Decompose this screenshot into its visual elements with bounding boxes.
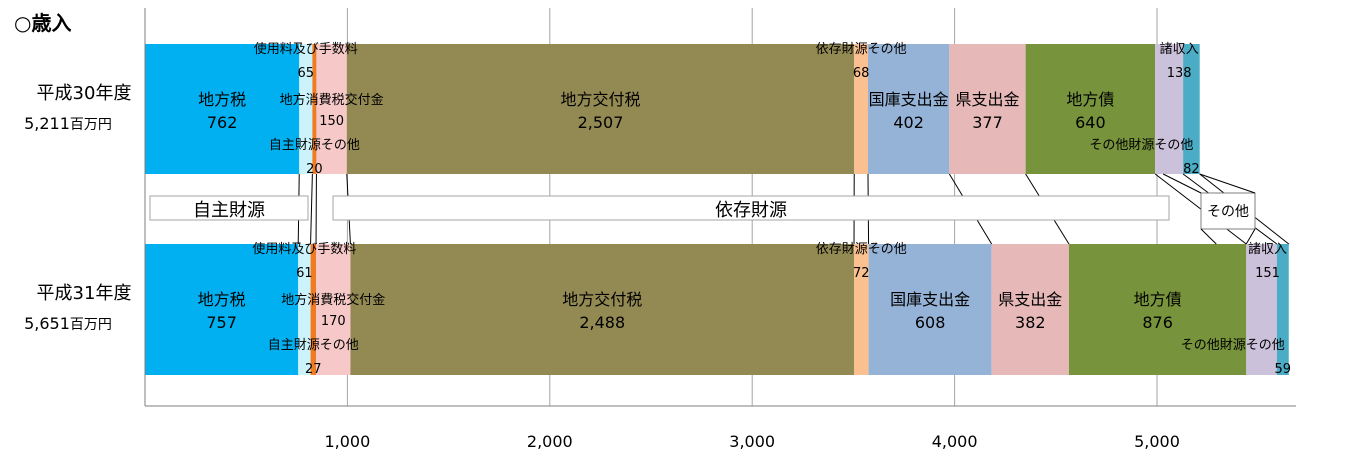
bar-segment bbox=[1155, 44, 1184, 174]
segment-value-label: 150 bbox=[319, 114, 344, 129]
segment-value-label: 608 bbox=[915, 313, 946, 332]
segment-value-label: 59 bbox=[1275, 362, 1292, 377]
category-year-label: 平成30年度 bbox=[37, 83, 132, 104]
connector-line bbox=[1162, 173, 1202, 194]
segment-value-label: 377 bbox=[972, 113, 1003, 132]
group-box bbox=[149, 195, 309, 221]
segment-name-label: 地方税 bbox=[198, 290, 246, 309]
bar-segment bbox=[310, 244, 317, 375]
bar-segment bbox=[1068, 244, 1247, 375]
segment-name-label: 地方消費税交付金 bbox=[280, 92, 384, 108]
bar-segment bbox=[316, 44, 347, 174]
x-tick-label: 1,000 bbox=[324, 432, 370, 451]
connector-line bbox=[1245, 228, 1256, 245]
labels: 地方税762使用料及び手数料65自主財源その他20地方消費税交付金150地方交付… bbox=[24, 41, 1291, 377]
bar-segment bbox=[867, 44, 950, 174]
chart-title: ○歳入 bbox=[14, 11, 71, 35]
segment-name-label: 県支出金 bbox=[998, 290, 1062, 309]
segment-name-label: 使用料及び手数料 bbox=[254, 41, 358, 57]
segment-name-label: 地方消費税交付金 bbox=[281, 292, 385, 308]
bar-segment bbox=[854, 244, 869, 375]
x-tick-label: 5,000 bbox=[1134, 432, 1180, 451]
segment-value-label: 640 bbox=[1075, 113, 1106, 132]
category-total-label: 5,211百万円 bbox=[24, 114, 112, 133]
category-total-label: 5,651百万円 bbox=[24, 314, 112, 333]
segment-value-label: 27 bbox=[305, 362, 322, 377]
segment-name-label: 自主財源その他 bbox=[269, 138, 360, 153]
segment-name-label: 国庫支出金 bbox=[890, 290, 970, 309]
segment-name-label: 諸収入 bbox=[1160, 41, 1199, 57]
group-box bbox=[332, 195, 1170, 221]
segment-name-label: 諸収入 bbox=[1248, 241, 1287, 257]
bar-segment bbox=[316, 244, 351, 375]
segment-name-label: 地方交付税 bbox=[560, 90, 640, 109]
segment-name-label: その他財源その他 bbox=[1181, 338, 1285, 353]
segment-name-label: 地方債 bbox=[1134, 290, 1182, 309]
bar-segment bbox=[145, 44, 300, 174]
bar-segment bbox=[1276, 244, 1289, 375]
bar-segment bbox=[1025, 44, 1156, 174]
x-tick-label: 3,000 bbox=[729, 432, 775, 451]
segment-name-label: その他財源その他 bbox=[1089, 138, 1193, 153]
category-total-unit: 百万円 bbox=[70, 117, 112, 133]
segment-name-label: 地方交付税 bbox=[562, 290, 642, 309]
segment-name-label: 依存財源その他 bbox=[816, 42, 907, 57]
bar-segment bbox=[299, 44, 313, 174]
segment-value-label: 82 bbox=[1183, 162, 1200, 177]
bar-segment bbox=[298, 244, 311, 375]
segment-name-label: 依存財源その他 bbox=[816, 242, 907, 257]
category-year-label: 平成31年度 bbox=[37, 283, 132, 304]
connector-line bbox=[1199, 173, 1256, 194]
segment-value-label: 151 bbox=[1255, 266, 1280, 281]
category-total-value: 5,651 bbox=[24, 314, 70, 333]
segment-value-label: 61 bbox=[296, 266, 313, 281]
segment-value-label: 72 bbox=[853, 266, 870, 281]
category-total-value: 5,211 bbox=[24, 114, 70, 133]
bar-segment bbox=[312, 44, 317, 174]
segment-value-label: 138 bbox=[1167, 66, 1192, 81]
segment-name-label: 使用料及び手数料 bbox=[252, 241, 356, 257]
group-brackets: 自主財源 依存財源 その他 bbox=[149, 173, 1256, 245]
segment-value-label: 65 bbox=[298, 66, 315, 81]
group-label: 依存財源 bbox=[715, 200, 787, 221]
segment-value-label: 402 bbox=[893, 113, 924, 132]
bar-segment bbox=[350, 244, 855, 375]
segment-value-label: 757 bbox=[206, 313, 237, 332]
segment-value-label: 382 bbox=[1015, 313, 1046, 332]
axes: 1,000 2,000 3,000 4,000 5,000 bbox=[144, 8, 1296, 451]
segment-name-label: 地方税 bbox=[198, 90, 246, 109]
bar-segment bbox=[868, 244, 992, 375]
segment-value-label: 20 bbox=[306, 162, 323, 177]
bar-segment bbox=[1246, 244, 1277, 375]
segment-value-label: 68 bbox=[853, 66, 870, 81]
segment-value-label: 2,507 bbox=[578, 113, 624, 132]
category-total-unit: 百万円 bbox=[70, 317, 112, 333]
segment-value-label: 170 bbox=[321, 314, 346, 329]
connector-line bbox=[1200, 228, 1217, 245]
bar-segment bbox=[145, 244, 299, 375]
bar-segment bbox=[1183, 44, 1200, 174]
segment-name-label: 地方債 bbox=[1066, 90, 1114, 109]
bars bbox=[145, 44, 1289, 375]
segment-value-label: 762 bbox=[207, 113, 238, 132]
group-label: 自主財源 bbox=[193, 200, 265, 221]
group-box bbox=[1200, 192, 1256, 230]
bar-segment bbox=[854, 44, 868, 174]
bar-segment bbox=[346, 44, 855, 174]
x-tick-label: 4,000 bbox=[932, 432, 978, 451]
segment-value-label: 2,488 bbox=[579, 313, 625, 332]
x-tick-label: 2,000 bbox=[527, 432, 573, 451]
bar-segment bbox=[949, 44, 1026, 174]
segment-name-label: 県支出金 bbox=[955, 90, 1019, 109]
group-label: その他 bbox=[1207, 204, 1249, 220]
segment-name-label: 国庫支出金 bbox=[869, 90, 949, 109]
segment-name-label: 自主財源その他 bbox=[268, 338, 359, 353]
connector-line bbox=[310, 173, 313, 245]
segment-value-label: 876 bbox=[1142, 313, 1173, 332]
bar-segment bbox=[991, 244, 1069, 375]
